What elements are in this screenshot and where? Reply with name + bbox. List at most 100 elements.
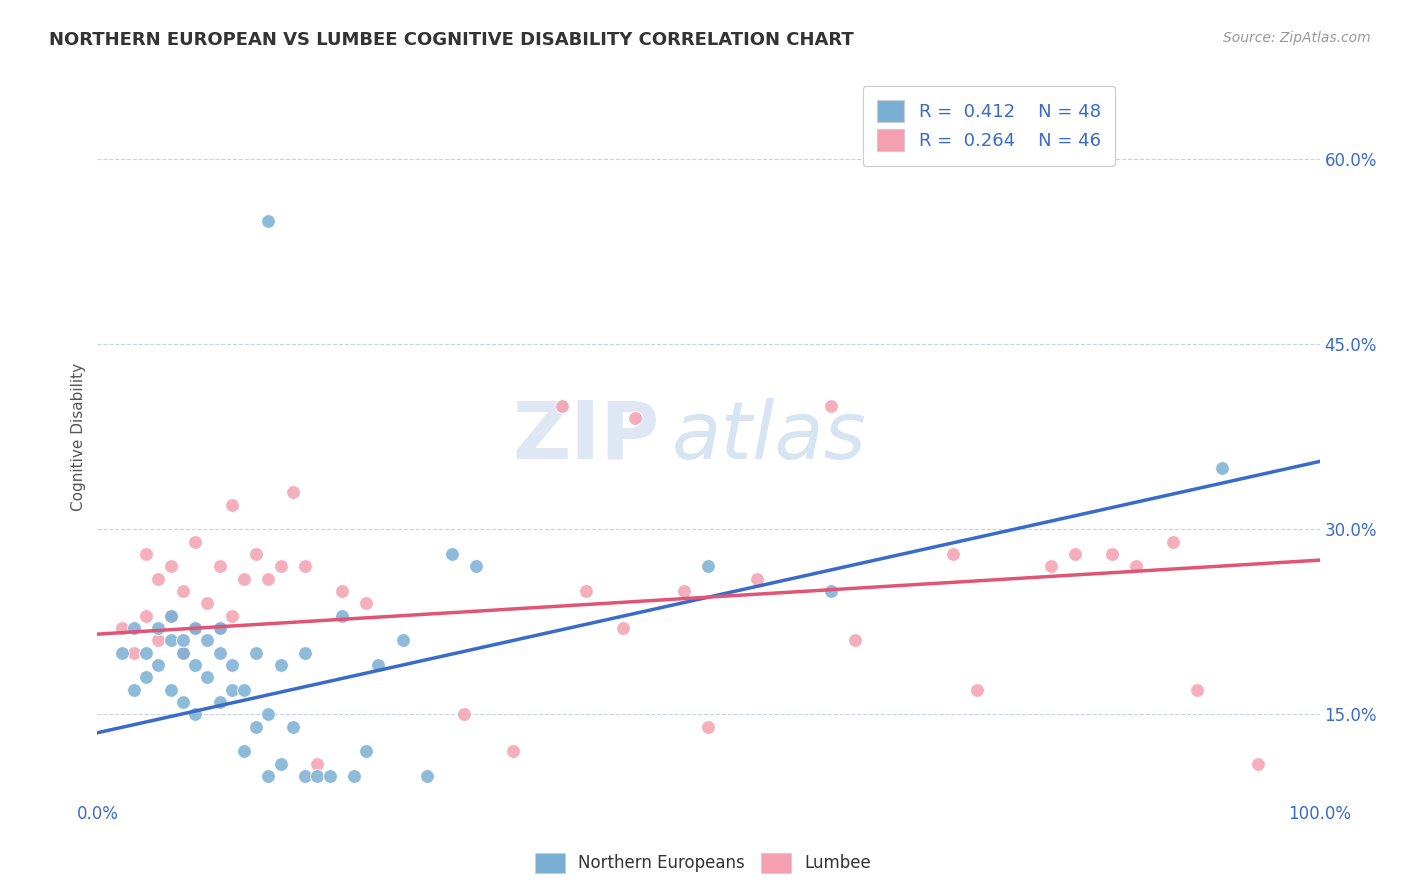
Point bbox=[330, 584, 353, 599]
Point bbox=[257, 214, 280, 228]
Point bbox=[195, 633, 218, 648]
Text: ZIP: ZIP bbox=[512, 398, 659, 475]
Point bbox=[148, 572, 170, 586]
Point bbox=[330, 608, 353, 623]
Point bbox=[673, 584, 696, 599]
Point bbox=[697, 559, 720, 574]
Point bbox=[135, 608, 157, 623]
Point bbox=[354, 596, 377, 610]
Legend: Northern Europeans, Lumbee: Northern Europeans, Lumbee bbox=[527, 847, 879, 880]
Point bbox=[1101, 547, 1123, 561]
Point bbox=[453, 707, 475, 722]
Point bbox=[233, 682, 256, 697]
Point bbox=[624, 411, 647, 425]
Point bbox=[575, 584, 598, 599]
Point bbox=[440, 547, 463, 561]
Text: Source: ZipAtlas.com: Source: ZipAtlas.com bbox=[1223, 31, 1371, 45]
Point bbox=[367, 657, 389, 672]
Point bbox=[135, 670, 157, 684]
Text: atlas: atlas bbox=[672, 398, 866, 475]
Point bbox=[1064, 547, 1087, 561]
Point bbox=[1039, 559, 1062, 574]
Point bbox=[135, 646, 157, 660]
Point bbox=[844, 633, 866, 648]
Point bbox=[111, 621, 134, 635]
Legend: R =  0.412    N = 48, R =  0.264    N = 46: R = 0.412 N = 48, R = 0.264 N = 46 bbox=[862, 86, 1115, 166]
Point bbox=[221, 498, 243, 512]
Point bbox=[1187, 682, 1209, 697]
Point bbox=[184, 621, 207, 635]
Point bbox=[354, 744, 377, 758]
Point bbox=[208, 646, 231, 660]
Point bbox=[221, 682, 243, 697]
Point bbox=[416, 769, 439, 783]
Point bbox=[1125, 559, 1147, 574]
Point bbox=[122, 621, 145, 635]
Point bbox=[245, 547, 267, 561]
Point bbox=[195, 670, 218, 684]
Point bbox=[159, 559, 181, 574]
Point bbox=[135, 547, 157, 561]
Y-axis label: Cognitive Disability: Cognitive Disability bbox=[72, 363, 86, 511]
Point bbox=[294, 769, 316, 783]
Point bbox=[208, 695, 231, 709]
Point bbox=[184, 707, 207, 722]
Point bbox=[747, 572, 769, 586]
Point bbox=[172, 633, 194, 648]
Point bbox=[257, 769, 280, 783]
Text: NORTHERN EUROPEAN VS LUMBEE COGNITIVE DISABILITY CORRELATION CHART: NORTHERN EUROPEAN VS LUMBEE COGNITIVE DI… bbox=[49, 31, 853, 49]
Point bbox=[195, 596, 218, 610]
Point bbox=[122, 646, 145, 660]
Point bbox=[343, 769, 366, 783]
Point bbox=[111, 646, 134, 660]
Point bbox=[502, 744, 524, 758]
Point bbox=[1161, 534, 1184, 549]
Point bbox=[233, 572, 256, 586]
Point bbox=[270, 657, 292, 672]
Point bbox=[148, 657, 170, 672]
Point bbox=[172, 646, 194, 660]
Point bbox=[294, 646, 316, 660]
Point bbox=[233, 744, 256, 758]
Point bbox=[184, 657, 207, 672]
Point bbox=[221, 608, 243, 623]
Point bbox=[392, 633, 415, 648]
Point bbox=[281, 720, 304, 734]
Point bbox=[148, 633, 170, 648]
Point bbox=[697, 720, 720, 734]
Point bbox=[318, 769, 340, 783]
Point bbox=[172, 646, 194, 660]
Point bbox=[281, 485, 304, 500]
Point bbox=[172, 695, 194, 709]
Point bbox=[820, 399, 842, 413]
Point bbox=[148, 621, 170, 635]
Point bbox=[208, 559, 231, 574]
Point bbox=[245, 720, 267, 734]
Point bbox=[294, 559, 316, 574]
Point bbox=[159, 633, 181, 648]
Point bbox=[159, 608, 181, 623]
Point bbox=[307, 769, 329, 783]
Point bbox=[245, 646, 267, 660]
Point bbox=[1211, 460, 1233, 475]
Point bbox=[221, 657, 243, 672]
Point bbox=[820, 584, 842, 599]
Point bbox=[551, 399, 574, 413]
Point bbox=[184, 621, 207, 635]
Point bbox=[159, 608, 181, 623]
Point bbox=[208, 621, 231, 635]
Point bbox=[612, 621, 634, 635]
Point bbox=[208, 621, 231, 635]
Point bbox=[270, 756, 292, 771]
Point bbox=[307, 756, 329, 771]
Point bbox=[1247, 756, 1270, 771]
Point bbox=[122, 682, 145, 697]
Point bbox=[465, 559, 488, 574]
Point bbox=[172, 584, 194, 599]
Point bbox=[942, 547, 965, 561]
Point bbox=[257, 572, 280, 586]
Point bbox=[966, 682, 988, 697]
Point bbox=[159, 682, 181, 697]
Point bbox=[184, 534, 207, 549]
Point bbox=[270, 559, 292, 574]
